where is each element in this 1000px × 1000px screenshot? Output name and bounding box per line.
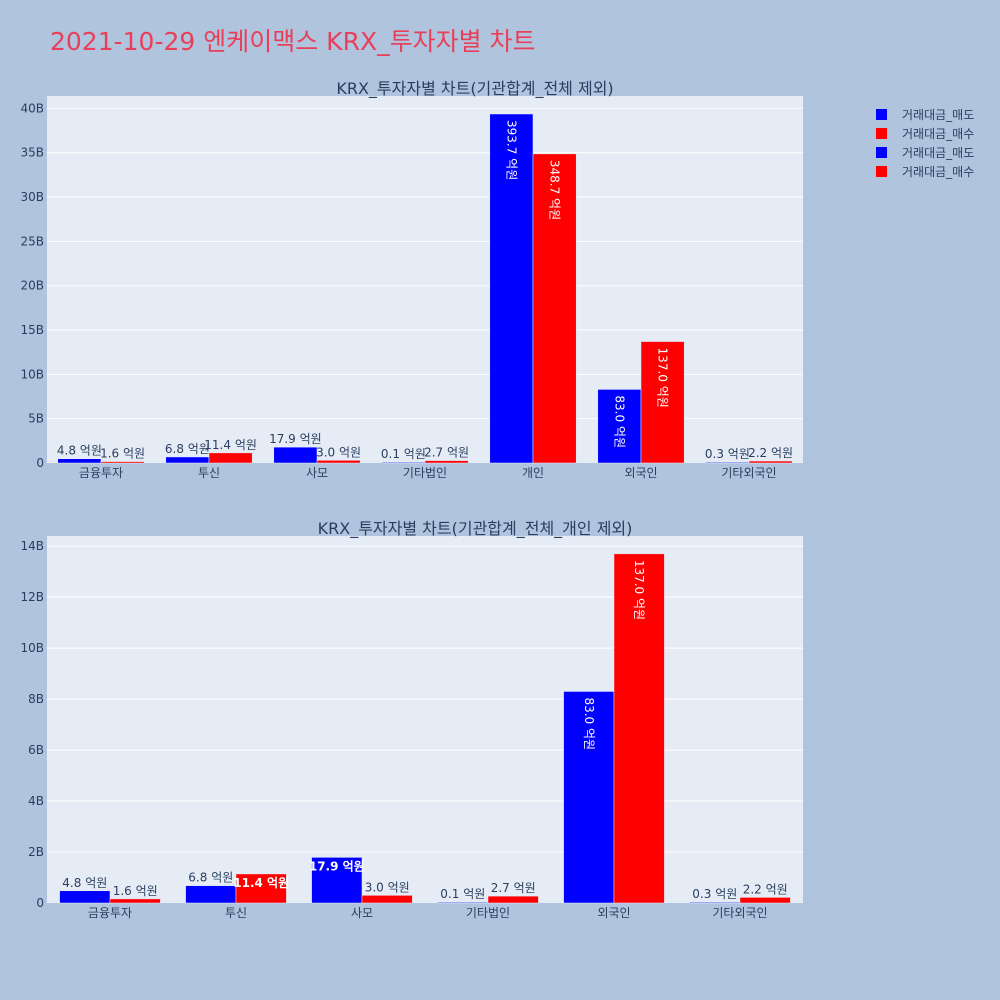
y-tick-label: 10B <box>20 367 44 381</box>
bar-sell <box>273 446 318 464</box>
data-label: 0.1 억원 <box>381 447 426 461</box>
bar-buy <box>613 553 665 904</box>
bar-buy <box>532 153 577 464</box>
bar-sell <box>165 456 210 464</box>
bar-sell <box>381 461 426 464</box>
legend-label: 거래대금_매도 <box>902 146 974 160</box>
x-tick-label: 기타외국인 <box>721 466 776 480</box>
data-label: 83.0 억원 <box>582 697 596 750</box>
data-label: 2.2 억원 <box>748 446 793 460</box>
x-tick-label: 사모 <box>306 466 328 480</box>
data-label: 2.7 억원 <box>491 881 536 895</box>
bar-sell <box>59 890 111 904</box>
y-tick-label: 10B <box>20 641 44 655</box>
data-label: 6.8 억원 <box>165 442 210 456</box>
legend-swatch <box>876 147 887 158</box>
x-tick-label: 외국인 <box>597 906 630 920</box>
plot-area-1 <box>47 96 803 463</box>
bar-buy <box>424 460 469 464</box>
x-tick-label: 금융투자 <box>88 906 132 920</box>
bar-sell <box>489 113 534 464</box>
data-label: 83.0 억원 <box>612 395 626 448</box>
bar-sell <box>563 691 615 904</box>
legend-label: 거래대금_매도 <box>902 108 974 122</box>
data-label: 6.8 억원 <box>188 871 233 885</box>
bar-sell <box>185 885 237 904</box>
data-label: 0.3 억원 <box>692 887 737 901</box>
plot-area-2 <box>47 536 803 903</box>
y-tick-label: 5B <box>28 412 44 426</box>
data-label: 17.9 억원 <box>309 859 365 873</box>
x-tick-label: 투신 <box>198 466 220 480</box>
data-label: 0.1 억원 <box>440 887 485 901</box>
data-label: 1.6 억원 <box>100 447 145 461</box>
legend-swatch <box>876 109 887 120</box>
legend-label: 거래대금_매수 <box>902 127 974 141</box>
y-tick-label: 35B <box>20 146 44 160</box>
data-label: 17.9 억원 <box>269 432 322 446</box>
page-title: 2021-10-29 엔케이맥스 KRX_투자자별 차트 <box>50 27 536 56</box>
bar-sell <box>437 901 489 904</box>
data-label: 4.8 억원 <box>57 444 102 458</box>
chart-title-1: KRX_투자자별 차트(기관합계_전체 제외) <box>336 79 613 99</box>
x-tick-label: 금융투자 <box>79 466 123 480</box>
bar-buy <box>235 873 287 904</box>
data-label: 2.7 억원 <box>424 446 469 460</box>
bar-sell <box>311 857 363 904</box>
legend-swatch <box>876 166 887 177</box>
bar-sell <box>689 901 741 904</box>
chart-title-2: KRX_투자자별 차트(기관합계_전체_개인 제외) <box>318 519 633 539</box>
bar-buy <box>109 898 161 904</box>
data-label: 137.0 억원 <box>632 560 646 620</box>
data-label: 0.3 억원 <box>705 447 750 461</box>
data-label: 3.0 억원 <box>316 445 361 459</box>
data-label: 348.7 억원 <box>548 160 562 220</box>
y-tick-label: 12B <box>20 590 44 604</box>
y-tick-label: 4B <box>28 794 44 808</box>
bar-buy <box>100 461 145 464</box>
x-tick-label: 사모 <box>351 906 373 920</box>
data-label: 3.0 억원 <box>365 880 410 894</box>
bar-buy <box>361 895 413 904</box>
y-tick-label: 40B <box>20 101 44 115</box>
bar-sell <box>705 461 750 464</box>
y-tick-label: 30B <box>20 190 44 204</box>
y-tick-label: 15B <box>20 323 44 337</box>
x-tick-label: 투신 <box>225 906 247 920</box>
y-tick-label: 6B <box>28 743 44 757</box>
x-tick-label: 외국인 <box>624 466 657 480</box>
bar-buy <box>316 460 361 464</box>
bar-sell <box>57 458 102 464</box>
x-tick-label: 기타법인 <box>403 466 447 480</box>
bar-sell <box>597 389 642 464</box>
bar-buy <box>748 460 793 464</box>
data-label: 393.7 억원 <box>504 120 518 180</box>
data-label: 1.6 억원 <box>113 884 158 898</box>
y-tick-label: 25B <box>20 234 44 248</box>
legend-label: 거래대금_매수 <box>902 165 974 179</box>
data-label: 4.8 억원 <box>62 876 107 890</box>
x-tick-label: 기타외국인 <box>712 906 767 920</box>
legend-swatch <box>876 128 887 139</box>
y-tick-label: 2B <box>28 845 44 859</box>
y-tick-label: 0 <box>36 456 44 470</box>
bar-buy <box>739 897 791 904</box>
y-tick-label: 8B <box>28 692 44 706</box>
y-tick-label: 20B <box>20 279 44 293</box>
bar-buy <box>640 341 685 464</box>
bar-buy <box>487 895 539 904</box>
bar-buy <box>208 452 253 464</box>
data-label: 137.0 억원 <box>656 348 670 408</box>
data-label: 11.4 억원 <box>233 876 289 890</box>
y-tick-label: 0 <box>36 896 44 910</box>
data-label: 2.2 억원 <box>743 882 788 896</box>
data-label: 11.4 억원 <box>204 438 257 452</box>
x-tick-label: 개인 <box>522 466 544 480</box>
y-tick-label: 14B <box>20 539 44 553</box>
x-tick-label: 기타법인 <box>466 906 510 920</box>
